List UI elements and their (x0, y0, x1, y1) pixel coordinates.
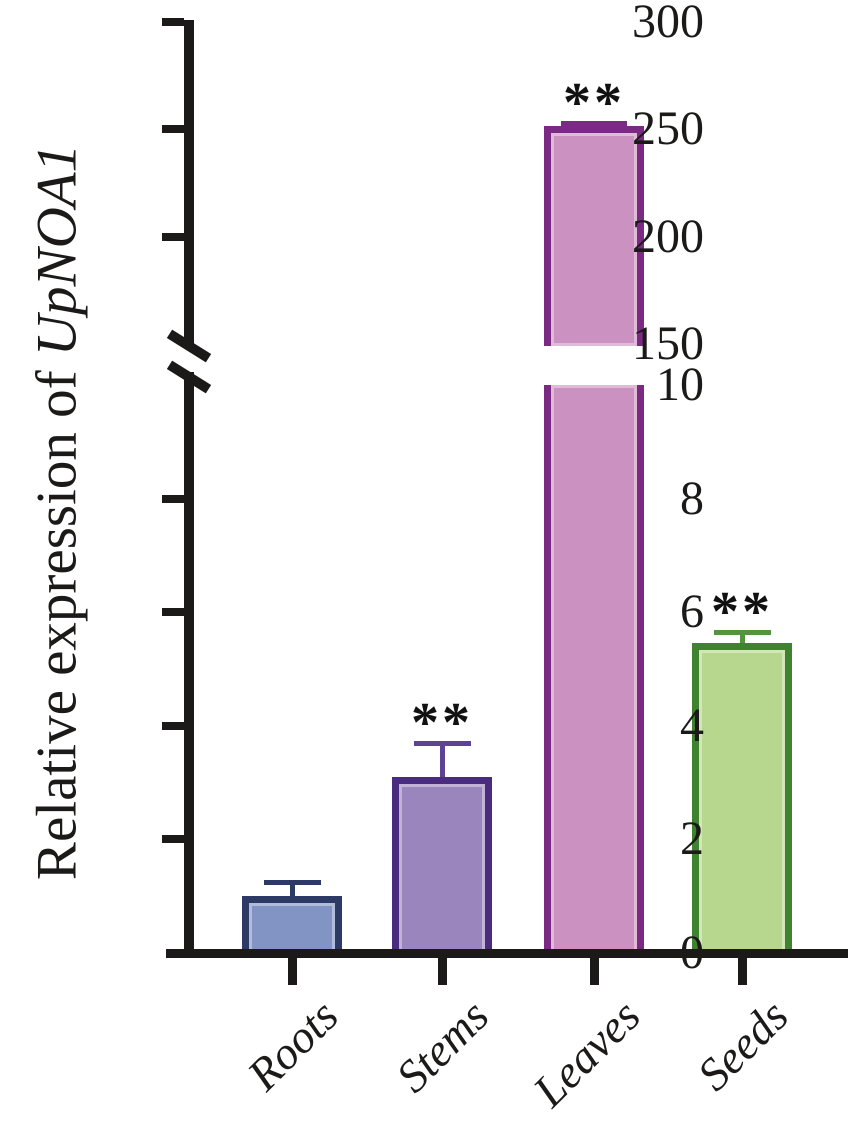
y-axis-title-regular: Relative expression of (25, 356, 89, 881)
bar-leaves-lower (544, 385, 644, 953)
error-bar-stem-seeds (740, 632, 745, 644)
x-tick-seeds (737, 958, 747, 985)
error-bar-cap-roots (264, 880, 321, 885)
y-tick-250 (162, 125, 184, 134)
y-tick-4 (162, 721, 184, 730)
significance-leaves: ** (563, 72, 625, 135)
x-tick-leaves (589, 958, 599, 985)
y-tick-200 (162, 232, 184, 241)
bar-leaves-upper (544, 126, 644, 346)
y-axis-title: Relative expression of UpNOA1 (25, 143, 89, 881)
error-bar-cap-seeds (714, 630, 771, 636)
y-tick-label-2: 2 (680, 812, 704, 866)
x-tick-roots (287, 958, 297, 985)
x-label-stems: Stems (385, 989, 498, 1102)
y-tick-label-200: 200 (632, 209, 704, 263)
error-bar-stem-roots (290, 882, 295, 897)
bar-roots (242, 896, 342, 953)
y-tick-label-0: 0 (680, 926, 704, 979)
y-tick-6 (162, 608, 184, 617)
x-label-roots: Roots (237, 989, 348, 1101)
y-tick-label-250: 250 (632, 102, 704, 156)
error-bar-cap-leaves (561, 121, 627, 129)
x-axis-line (166, 949, 848, 958)
y-tick-300 (162, 18, 184, 27)
y-tick-8 (162, 494, 184, 503)
y-axis-lower-segment (184, 372, 194, 958)
y-tick-label-150: 150 (632, 317, 704, 370)
x-label-leaves: Leaves (523, 989, 650, 1117)
y-tick-2 (162, 835, 184, 844)
error-bar-cap-stems (414, 740, 471, 746)
x-label-seeds: Seeds (687, 989, 798, 1101)
significance-seeds: ** (711, 581, 773, 644)
y-tick-label-6: 6 (680, 585, 704, 639)
significance-stems: ** (411, 691, 473, 754)
y-tick-label-10: 10 (656, 358, 704, 411)
x-tick-stems (437, 958, 447, 985)
y-tick-label-4: 4 (680, 698, 704, 752)
y-tick-label-300: 300 (632, 0, 704, 49)
y-axis-upper-segment (184, 20, 194, 346)
bar-seeds (692, 643, 792, 953)
bar-stems (392, 776, 492, 953)
y-axis-title-gene-italic: UpNOA1 (25, 143, 89, 357)
error-bar-stem-stems (440, 742, 445, 777)
y-tick-label-8: 8 (680, 471, 704, 525)
